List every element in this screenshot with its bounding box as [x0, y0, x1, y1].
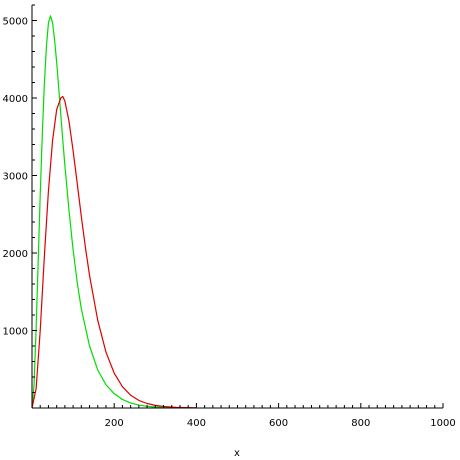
x-tick-label: 1000 — [430, 418, 455, 429]
y-tick-label: 4000 — [3, 94, 28, 105]
x-tick-label: 800 — [351, 418, 370, 429]
x-axis-ticks: 200 400 600 800 1000 — [39, 403, 456, 429]
series-layer — [31, 15, 197, 409]
x-tick-label: 200 — [105, 418, 124, 429]
series-line-1 — [31, 15, 197, 409]
x-tick-label: 400 — [187, 418, 206, 429]
x-axis-label: x — [234, 448, 240, 459]
x-tick-label: 600 — [269, 418, 288, 429]
y-tick-label: 5000 — [3, 17, 28, 28]
y-axis-ticks: 1000 2000 3000 4000 5000 — [3, 4, 37, 393]
y-tick-label: 1000 — [3, 327, 28, 338]
y-tick-label: 3000 — [3, 172, 28, 183]
y-tick-label: 2000 — [3, 249, 28, 260]
series-line-2 — [31, 95, 197, 409]
